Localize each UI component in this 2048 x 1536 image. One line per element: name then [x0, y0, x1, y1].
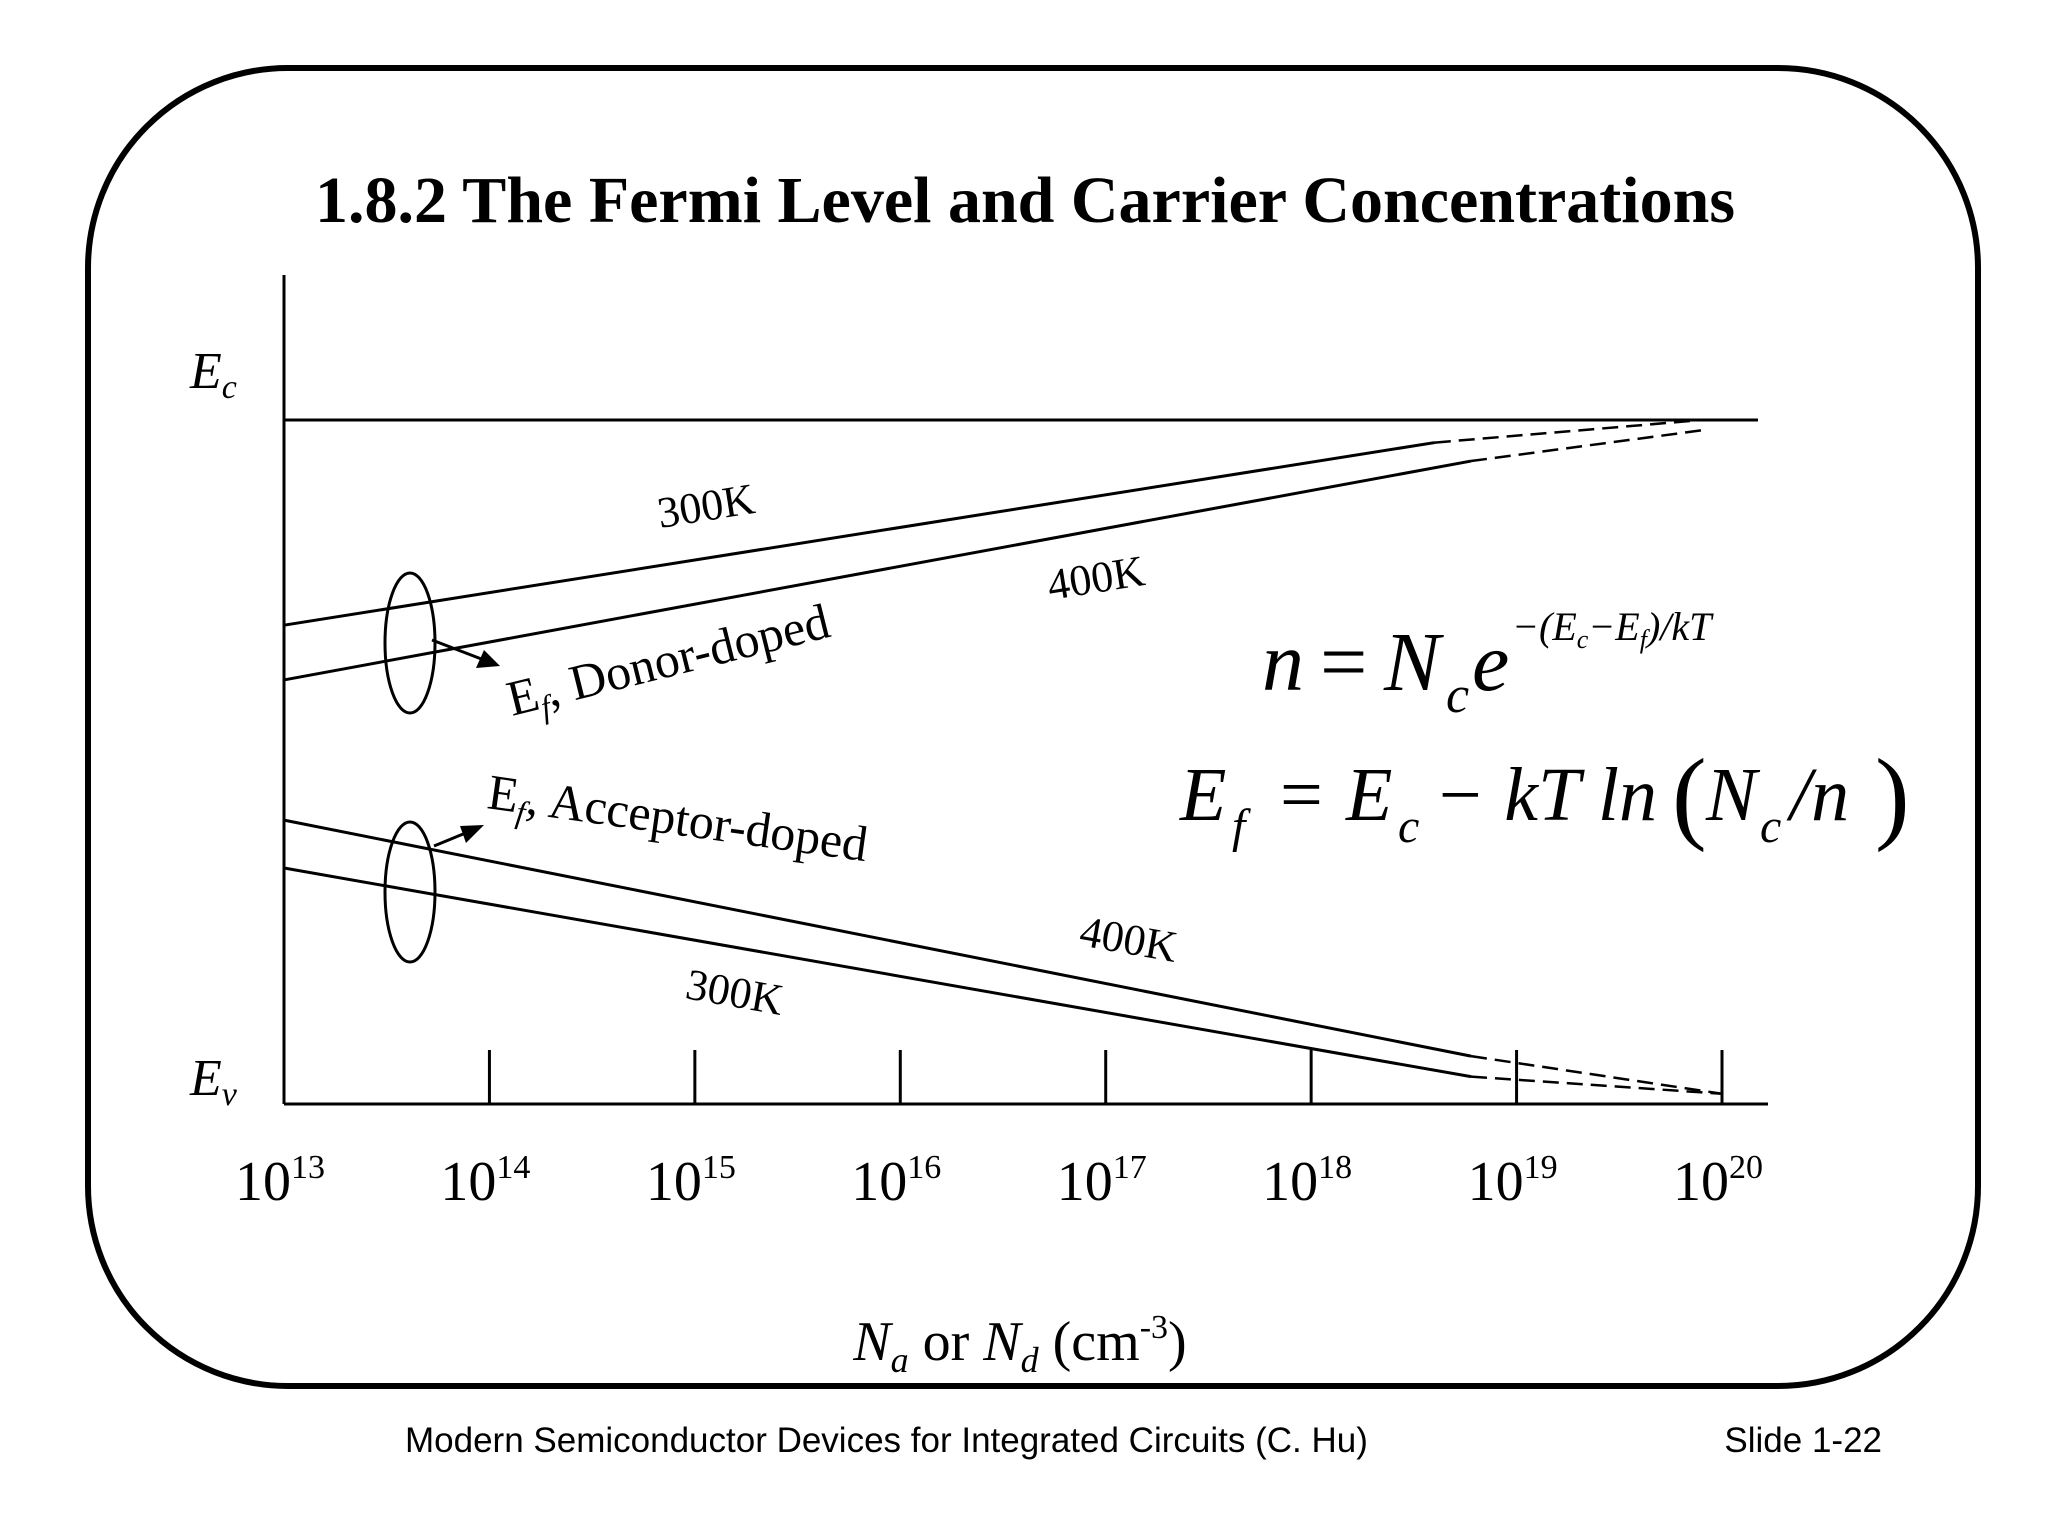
acceptor-doped-label: Ef, Acceptor-doped	[484, 763, 872, 878]
eq1-exponent: −(Ec−Ef)/kT	[1512, 604, 1714, 654]
x-tick-label: 1016	[851, 1149, 941, 1213]
eq2-nc-sub: c	[1760, 800, 1781, 853]
x-tick-labels: 1013 1014 1015 1016 1017 1018 1019 1020	[235, 1149, 1763, 1213]
equation-2: E f = E c − kT ln ( N c /n )	[1179, 738, 1910, 853]
x-tick-label: 1015	[646, 1149, 736, 1213]
donor-300k-label: 300K	[654, 474, 758, 538]
x-tick-label: 1017	[1057, 1149, 1147, 1213]
acceptor-300k-label: 300K	[682, 960, 787, 1025]
donor-arrow-line	[431, 638, 485, 662]
slide-title: 1.8.2 The Fermi Level and Carrier Concen…	[315, 164, 1735, 237]
donor-doped-label: Ef, Donor-doped	[501, 592, 836, 732]
eq2-slash-n: /n	[1786, 753, 1849, 837]
x-tick-label: 1018	[1262, 1149, 1352, 1213]
x-tick-label: 1014	[440, 1149, 530, 1213]
series-line-acceptor-400k	[283, 818, 1472, 1058]
eq2-nc: N	[1705, 753, 1761, 837]
ec-label: Ec	[189, 343, 237, 406]
acceptor-arrowhead	[460, 825, 484, 843]
eq2-mid: − kT ln	[1434, 753, 1657, 837]
eq2-equals: =	[1280, 753, 1323, 837]
eq2-rparen: )	[1875, 738, 1910, 853]
acceptor-400k-label: 400K	[1076, 907, 1181, 972]
eq2-ec: E	[1345, 753, 1392, 837]
x-tick-label: 1020	[1673, 1149, 1763, 1213]
footer-slide-number: Slide 1-22	[1724, 1421, 1882, 1460]
donor-400k-label: 400K	[1044, 546, 1148, 610]
eq1-e: e	[1472, 616, 1509, 709]
x-axis-label: Na or Nd (cm-3)	[852, 1309, 1186, 1380]
series-extrapolation-donor-400k	[1470, 429, 1703, 463]
x-tick-label: 1019	[1468, 1149, 1558, 1213]
series-extrapolation-acceptor-400k	[1470, 1054, 1723, 1095]
equation-1: n = N c e −(Ec−Ef)/kT	[1262, 604, 1714, 724]
acceptor-arrow-line	[433, 830, 469, 848]
eq1-nc: N	[1383, 616, 1444, 709]
eq2-ef-sub: f	[1232, 800, 1251, 853]
eq1-lhs: n	[1262, 616, 1304, 709]
eq2-lparen: (	[1672, 738, 1707, 853]
donor-arrowhead	[476, 650, 500, 668]
series-extrapolation-acceptor-300k	[1470, 1075, 1723, 1095]
slide-frame	[85, 65, 1981, 1389]
eq1-nc-sub: c	[1446, 667, 1469, 724]
eq1-equals: =	[1320, 616, 1367, 709]
x-ticks	[487, 1050, 1724, 1104]
eq2-ec-sub: c	[1398, 800, 1419, 853]
x-tick-label: 1013	[235, 1149, 325, 1213]
acceptor-group-ellipse	[383, 820, 437, 964]
series-line-donor-400k	[283, 459, 1472, 682]
series-line-acceptor-300k	[283, 866, 1472, 1079]
footer-source: Modern Semiconductor Devices for Integra…	[405, 1421, 1368, 1460]
eq2-ef: E	[1179, 753, 1226, 837]
ev-label: Ev	[189, 1050, 238, 1113]
series-line-donor-300k	[283, 441, 1436, 627]
donor-group-ellipse	[383, 571, 437, 715]
series-extrapolation-donor-300k	[1434, 418, 1703, 444]
series-lines	[283, 418, 1723, 1095]
